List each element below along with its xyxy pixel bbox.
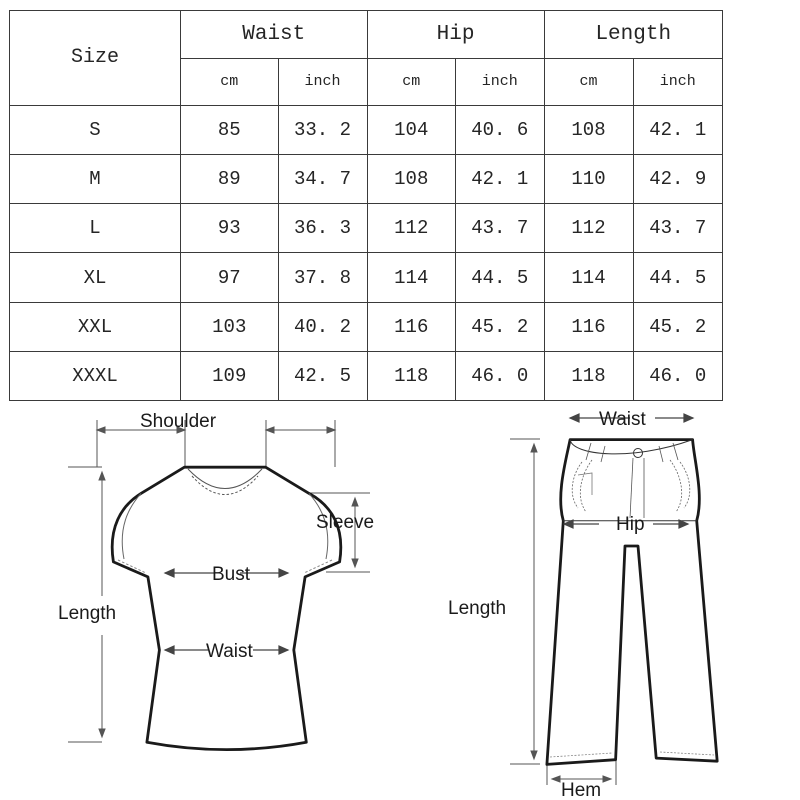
svg-text:Length: Length [448, 598, 506, 619]
svg-text:Waist: Waist [206, 641, 254, 662]
svg-text:Bust: Bust [212, 564, 251, 585]
svg-text:Shoulder: Shoulder [140, 411, 217, 432]
svg-text:Length: Length [58, 603, 116, 624]
svg-text:Sleeve: Sleeve [316, 512, 374, 533]
svg-text:Hem: Hem [561, 780, 601, 800]
svg-text:Waist: Waist [599, 409, 647, 430]
